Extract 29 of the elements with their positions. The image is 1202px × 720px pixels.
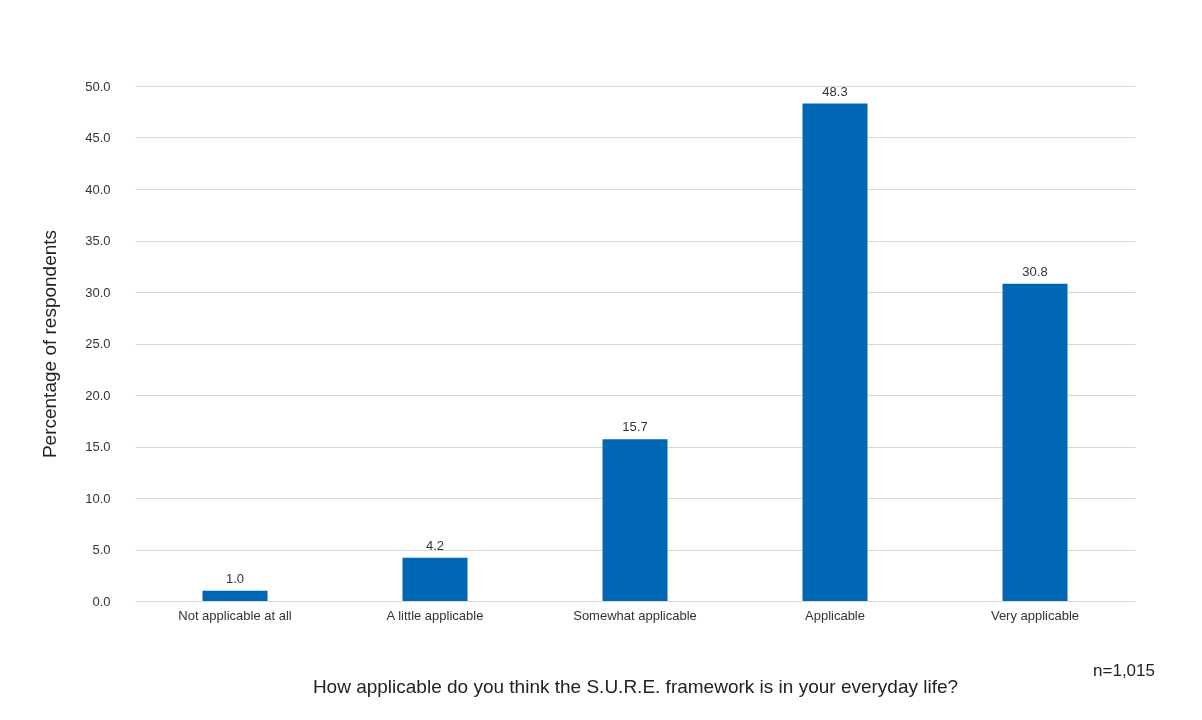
bar: [202, 590, 268, 601]
data-label: 1.0: [225, 570, 245, 586]
y-tick-label: 15.0: [85, 439, 111, 454]
x-tick-label: A little applicable: [386, 607, 484, 623]
bar: [802, 103, 868, 601]
y-tick-label: 10.0: [85, 490, 111, 506]
data-label: 30.8: [1022, 263, 1048, 279]
data-label: 15.7: [622, 419, 648, 435]
x-tick-label: Applicable: [805, 607, 865, 623]
text: n=1,015: [1093, 661, 1155, 680]
y-tick-label: 5.0: [92, 542, 111, 557]
y-tick-label: 30.0: [85, 284, 111, 300]
bar: [602, 439, 668, 601]
x-axis-title: How applicable do you think the S.U.R.E. framework is in your everyday life?: [312, 675, 959, 697]
y-tick-label: 40.0: [85, 181, 111, 197]
x-tick-label: Not applicable at all: [178, 607, 292, 623]
data-label: 48.3: [822, 83, 848, 99]
y-axis-title: Percentage of respondents: [39, 229, 61, 459]
x-tick-label: Very applicable: [990, 607, 1080, 623]
y-tick-label: 35.0: [85, 233, 111, 248]
x-tick-label: Somewhat applicable: [573, 607, 697, 623]
y-tick-label: 45.0: [85, 130, 111, 145]
y-tick-label: 20.0: [85, 387, 111, 403]
data-label: 4.2: [425, 537, 445, 553]
bar: [1002, 283, 1068, 601]
y-tick-label: 0.0: [92, 593, 111, 609]
y-tick-label: 50.0: [85, 78, 111, 94]
y-tick-label: 25.0: [85, 336, 111, 351]
bar: [402, 557, 468, 601]
